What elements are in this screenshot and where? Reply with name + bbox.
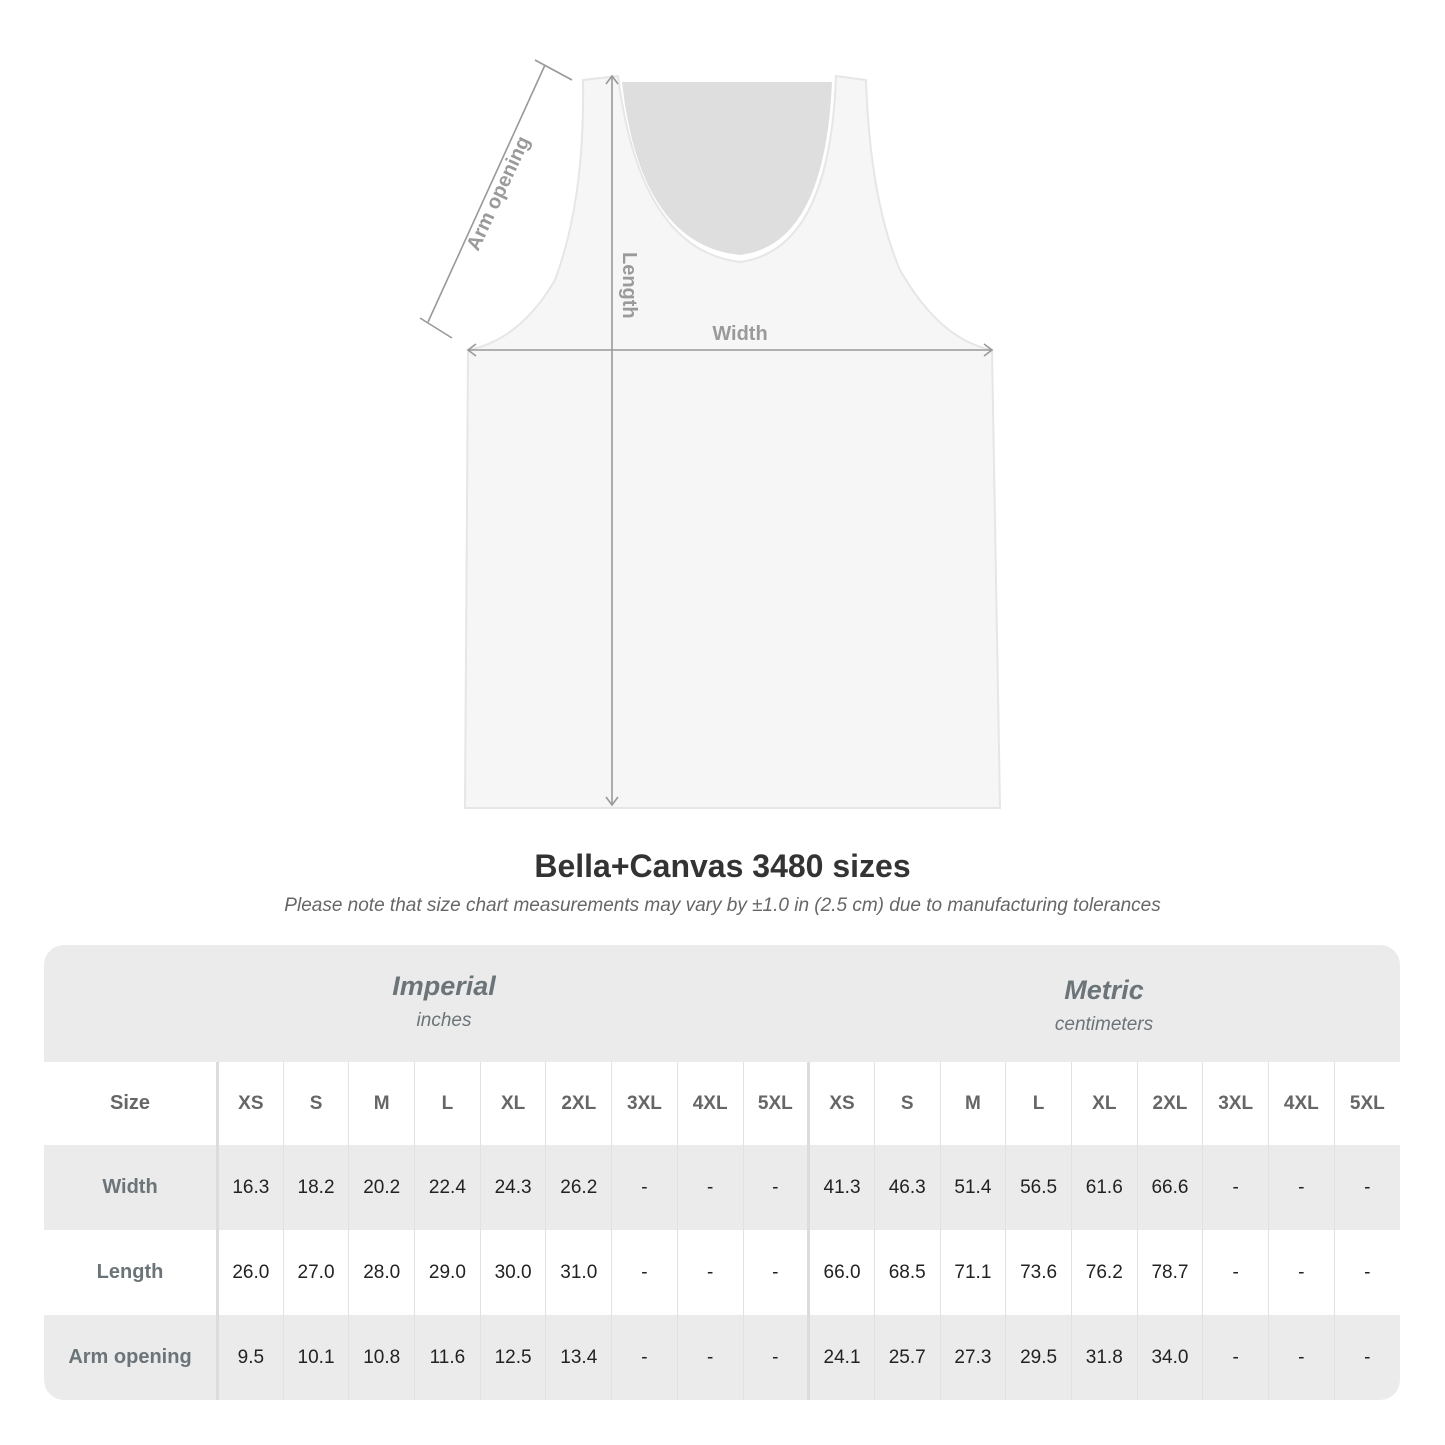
metric-value-cell: 61.6: [1070, 1145, 1138, 1230]
imperial-value-cell: 18.2: [282, 1145, 349, 1230]
imperial-value-cell: 22.4: [414, 1145, 481, 1230]
metric-value-cell: 68.5: [873, 1230, 941, 1315]
imperial-value-cell: 9.5: [216, 1315, 284, 1400]
metric-value-cell: 31.8: [1070, 1315, 1138, 1400]
row-label: Arm opening: [44, 1315, 218, 1400]
metric-size-xs: XS: [807, 1062, 875, 1145]
row-label: Width: [44, 1145, 218, 1230]
arm-opening-label: Arm opening: [463, 133, 535, 254]
imperial-value-cell: 26.2: [545, 1145, 612, 1230]
imperial-value-cell: 28.0: [348, 1230, 415, 1315]
imperial-value-cell: 24.3: [479, 1145, 546, 1230]
imperial-value-cell: 29.0: [414, 1230, 481, 1315]
metric-value-cell: -: [1333, 1145, 1400, 1230]
table-row: Length 26.0 27.0 28.0 29.0 30.0 31.0- - -66.0 68.…: [44, 1230, 1400, 1315]
metric-value-cell: 25.7: [873, 1315, 941, 1400]
unit-header-band: [44, 945, 1400, 1062]
arm-measure-line: [427, 64, 546, 323]
imperial-size-4xl: 4XL: [676, 1062, 743, 1145]
metric-value-cell: 51.4: [939, 1145, 1006, 1230]
metric-header: Metric centimeters: [808, 975, 1400, 1036]
imperial-unit: inches: [416, 1010, 472, 1031]
metric-value-cell: -: [1202, 1145, 1269, 1230]
metric-size-4xl: 4XL: [1268, 1062, 1335, 1145]
imperial-value-cell: -: [742, 1145, 809, 1230]
page-title: Bella+Canvas 3480 sizes: [534, 848, 911, 884]
imperial-value-cell: -: [676, 1315, 743, 1400]
metric-value-cell: -: [1333, 1315, 1400, 1400]
size-table: Size XS S M L XL 2XL 3XL 4XL 5XL XS S M L XL 2XL 3XL 4XL 5…: [44, 1062, 1400, 1400]
row-label: Length: [96, 1261, 164, 1283]
metric-size-3xl: 3XL: [1202, 1062, 1269, 1145]
imperial-value-cell: -: [676, 1145, 743, 1230]
metric-size-5xl: 5XL: [1333, 1062, 1400, 1145]
imperial-value-cell: 31.0: [545, 1230, 612, 1315]
metric-title: Metric: [1064, 975, 1144, 1005]
imperial-value-cell: -: [742, 1315, 809, 1400]
imperial-value-cell: 20.2: [348, 1145, 415, 1230]
metric-value-cell: 73.6: [1005, 1230, 1072, 1315]
imperial-size-2xl: 2XL: [545, 1062, 612, 1145]
imperial-value-cell: 26.0: [216, 1230, 284, 1315]
tolerance-note: Please note that size chart measurements…: [284, 895, 1161, 916]
metric-value-cell: 24.1: [807, 1315, 875, 1400]
metric-size-m: M: [939, 1062, 1006, 1145]
metric-unit: centimeters: [1054, 1014, 1154, 1035]
imperial-value-cell: 27.0: [282, 1230, 349, 1315]
metric-value-cell: -: [1268, 1315, 1335, 1400]
imperial-title: Imperial: [392, 971, 496, 1001]
table-row: Width 16.3 18.2 20.2 22.4 24.3 26.2- - -41.3 46.3…: [44, 1145, 1400, 1230]
tank-top-diagram: Arm opening Length Width: [419, 59, 1002, 809]
tank-top-shape: [463, 74, 1002, 809]
size-header-row: Size XS S M L XL 2XL 3XL 4XL 5XL XS S M L XL 2XL 3XL 4XL 5…: [44, 1062, 1400, 1145]
metric-value-cell: -: [1333, 1230, 1400, 1315]
length-label: Length: [618, 252, 640, 319]
size-header: Size: [109, 1092, 151, 1114]
table-row: Arm opening 9.5 10.1 10.8 11.6 12.5 13.4- - -24.…: [44, 1315, 1400, 1400]
imperial-value-cell: 30.0: [479, 1230, 546, 1315]
metric-size-xl: XL: [1070, 1062, 1138, 1145]
imperial-size-xs: XS: [216, 1062, 284, 1145]
metric-value-cell: 34.0: [1136, 1315, 1203, 1400]
metric-value-cell: 71.1: [939, 1230, 1006, 1315]
imperial-value-cell: -: [676, 1230, 743, 1315]
imperial-value-cell: 13.4: [545, 1315, 612, 1400]
metric-value-cell: 29.5: [1005, 1315, 1072, 1400]
imperial-value-cell: -: [611, 1145, 678, 1230]
imperial-size-s: S: [282, 1062, 349, 1145]
metric-value-cell: 78.7: [1136, 1230, 1203, 1315]
metric-value-cell: -: [1268, 1230, 1335, 1315]
imperial-size-3xl: 3XL: [611, 1062, 678, 1145]
metric-size-s: S: [873, 1062, 941, 1145]
size-table-card: Imperial inches Metric centimeters Size X…: [44, 945, 1400, 1400]
imperial-value-cell: 16.3: [216, 1145, 284, 1230]
metric-value-cell: 41.3: [807, 1145, 875, 1230]
metric-value-cell: -: [1202, 1230, 1269, 1315]
width-label: Width: [712, 323, 767, 345]
metric-value-cell: 56.5: [1005, 1145, 1072, 1230]
metric-value-cell: 27.3: [939, 1315, 1006, 1400]
metric-value-cell: 76.2: [1070, 1230, 1138, 1315]
imperial-value-cell: 11.6: [414, 1315, 481, 1400]
imperial-header: Imperial inches: [216, 971, 672, 1032]
imperial-value-cell: -: [611, 1315, 678, 1400]
imperial-size-l: L: [414, 1062, 481, 1145]
metric-value-cell: 66.0: [807, 1230, 875, 1315]
imperial-value-cell: 12.5: [479, 1315, 546, 1400]
imperial-value-cell: -: [742, 1230, 809, 1315]
imperial-value-cell: 10.8: [348, 1315, 415, 1400]
metric-size-2xl: 2XL: [1136, 1062, 1203, 1145]
imperial-size-m: M: [348, 1062, 415, 1145]
metric-value-cell: 46.3: [873, 1145, 941, 1230]
neck-inside: [622, 82, 832, 255]
imperial-value-cell: 10.1: [282, 1315, 349, 1400]
imperial-size-5xl: 5XL: [742, 1062, 809, 1145]
metric-value-cell: -: [1268, 1145, 1335, 1230]
metric-value-cell: -: [1202, 1315, 1269, 1400]
metric-size-l: L: [1005, 1062, 1072, 1145]
imperial-value-cell: -: [611, 1230, 678, 1315]
metric-value-cell: 66.6: [1136, 1145, 1203, 1230]
imperial-size-xl: XL: [479, 1062, 546, 1145]
